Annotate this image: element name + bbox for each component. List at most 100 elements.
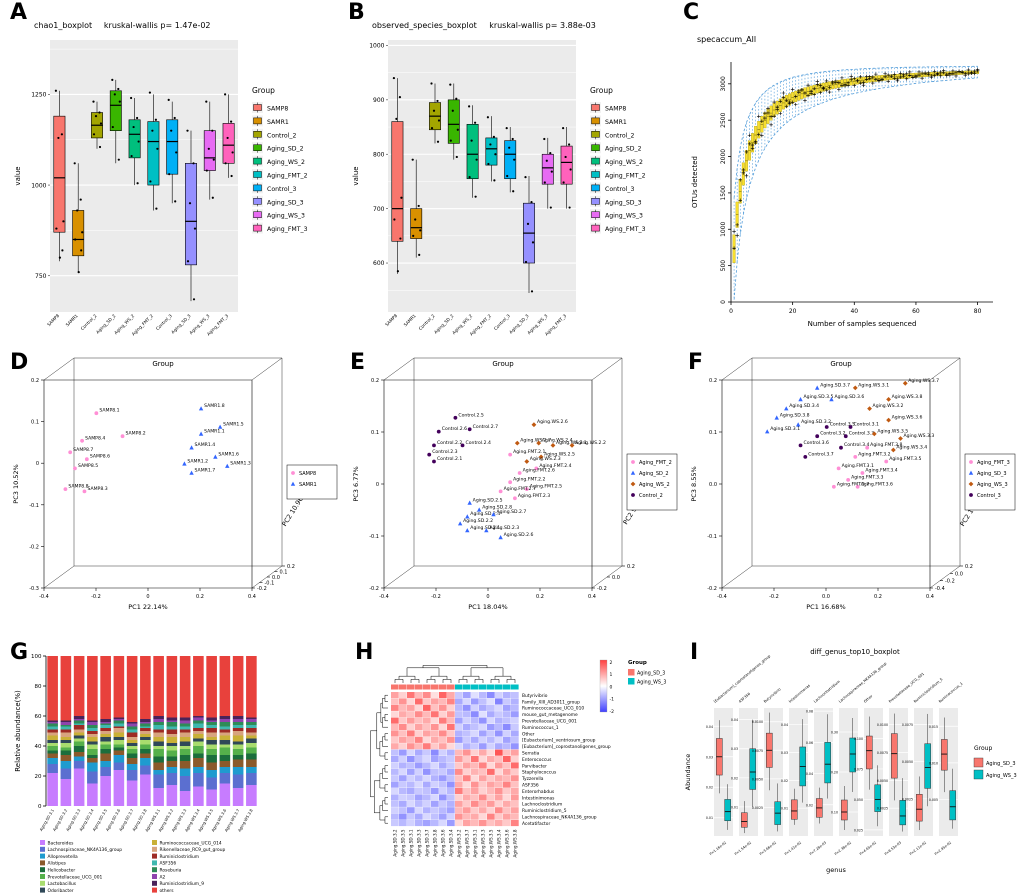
sample-cross: [849, 74, 854, 79]
bar-segment: [219, 740, 231, 745]
data-point: [68, 450, 73, 455]
heatmap-cell: [423, 749, 431, 756]
y-tick-label: 700: [373, 206, 385, 213]
heatmap-cell: [431, 711, 439, 718]
jitter-point: [81, 231, 84, 234]
jitter-point: [564, 155, 567, 159]
point-label: Aging.FMT.2.2: [513, 477, 545, 483]
bar-segment: [166, 746, 178, 751]
point-label: Aging.SD.3.5: [804, 394, 834, 400]
jitter-point: [211, 129, 214, 132]
data-point: [513, 496, 517, 501]
jitter-point: [432, 109, 436, 112]
legend-label: SAMP8: [605, 106, 626, 113]
legend-box: [964, 453, 1016, 511]
legend-label: Helicobacter: [48, 868, 76, 874]
heatmap-cell: [511, 711, 519, 718]
data-point: [886, 417, 892, 423]
facet-title: Other: [863, 694, 874, 704]
jitter-point: [474, 195, 477, 198]
heatmap-cell: [487, 704, 495, 711]
jitter-point: [530, 290, 534, 293]
pca3d-samp8-samr1-chart: Group-0.4 -0.2 0 0.2 0.4-0.3-0.2-0.100.10.2-…: [12, 357, 338, 611]
jitter-point: [430, 127, 434, 130]
col-annotation: [495, 684, 503, 690]
sample-cross: [911, 75, 915, 79]
bar-segment: [232, 759, 244, 767]
point-label: Aging.WS.2.2: [575, 440, 606, 446]
facet-y-tick: 0.02: [706, 786, 713, 790]
heatmap-cell: [399, 813, 407, 820]
point-label: Aging.WS.3.2: [873, 403, 904, 409]
bar-segment: [153, 762, 164, 770]
sample-cross: [932, 69, 937, 74]
heatmap-cell: [431, 749, 439, 756]
legend-key: [253, 131, 262, 138]
legend-key: [152, 840, 157, 845]
heatmap-cell: [471, 813, 479, 820]
heatmap-cell: [463, 820, 471, 827]
heatmap-cell: [455, 820, 463, 827]
jitter-point: [117, 87, 120, 91]
bar-segment: [232, 741, 244, 745]
bar-segment: [87, 762, 98, 772]
bar-segment: [153, 725, 164, 730]
heatmap-cell: [463, 775, 471, 782]
heatmap-cell: [399, 692, 407, 699]
heatmap-cell: [495, 756, 503, 763]
heatmap-cell: [399, 730, 407, 737]
bar-segment: [232, 722, 244, 725]
bar-segment: [193, 723, 204, 728]
bar-segment: [166, 767, 178, 773]
bar-segment: [193, 741, 204, 746]
sample-cross: [766, 106, 770, 111]
sample-cross: [738, 198, 743, 203]
pca3d-group3-chart: Group-0.4 -0.2 0.0 0.2 0.4-0.2-0.10.00.10.2-…: [690, 357, 1016, 611]
heatmap-cell: [487, 717, 495, 724]
heatmap-cell: [399, 762, 407, 769]
sample-cross: [874, 72, 878, 76]
data-point: [886, 396, 892, 402]
x-axis-label: PC1 22.14%: [128, 603, 167, 611]
heatmap-cell: [511, 762, 519, 769]
sample-cross: [793, 102, 798, 107]
sample-cross: [938, 70, 943, 74]
box-edge: [721, 357, 753, 381]
facet-y-tick: 0.01: [706, 816, 713, 820]
bar-segment: [113, 747, 125, 751]
sample-cross: [852, 76, 857, 81]
jitter-point: [111, 78, 114, 81]
legend-label: Aging_FMT_3: [605, 226, 646, 233]
jitter-point: [57, 136, 60, 140]
data-point: [784, 406, 789, 411]
heatmap-cell: [407, 692, 415, 699]
legend-label: Control_3: [267, 186, 296, 193]
legend-title: Group: [590, 86, 613, 95]
heatmap-cell: [479, 800, 487, 807]
bar-segment: [246, 753, 257, 760]
heatmap-cell: [479, 749, 487, 756]
facet-title: Intestinimonas: [788, 684, 811, 704]
sample-cross: [818, 90, 823, 95]
jitter-point: [456, 128, 459, 131]
heatmap-cell: [455, 736, 463, 743]
legend-label: Aging_WS_3: [986, 773, 1017, 779]
heatmap-cell: [439, 775, 447, 782]
sample-cross: [892, 72, 897, 77]
legend-label: Lactobacillus: [48, 881, 77, 887]
facet-y-tick: 0.01: [781, 807, 788, 811]
bar-segment: [140, 737, 151, 740]
bar-segment: [140, 656, 151, 719]
facet-title: Lachnospiraceae_NK4A136_group: [838, 661, 888, 704]
heatmap-cell: [439, 807, 447, 814]
jitter-point: [398, 96, 401, 99]
data-point: [969, 460, 973, 464]
point-label: Aging.SD.2.8: [482, 504, 512, 510]
sample-cross: [803, 91, 807, 95]
heatmap-cell: [487, 807, 495, 814]
point-label: Aging.WS.2.5: [544, 451, 575, 457]
sample-cross: [914, 75, 918, 79]
heatmap-cell: [391, 692, 399, 699]
jitter-point: [154, 118, 157, 121]
heatmap-cell: [455, 788, 463, 795]
